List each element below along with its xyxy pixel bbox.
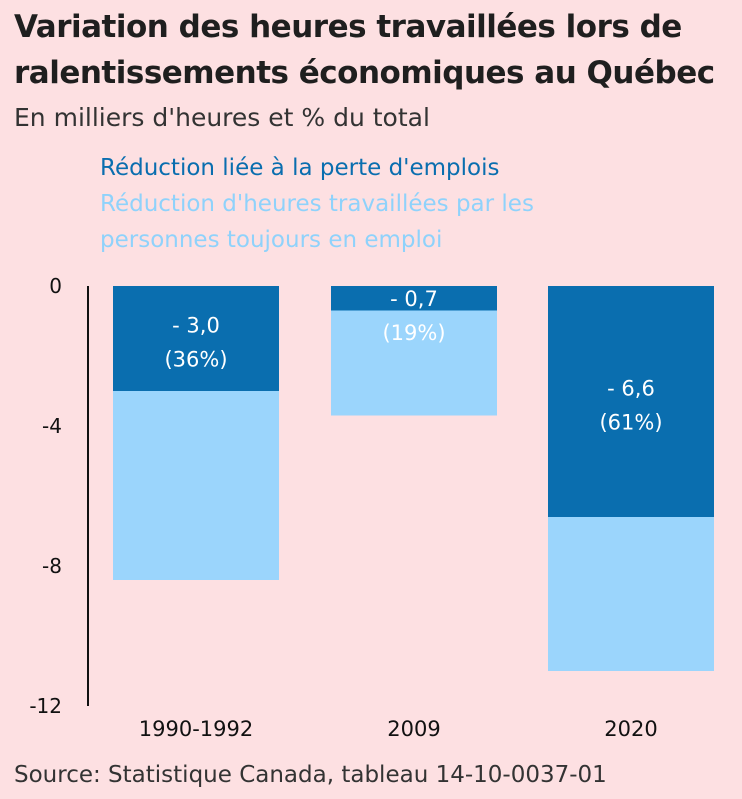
x-tick-label: 2009 <box>387 717 440 741</box>
data-label-percent: (36%) <box>164 348 227 372</box>
chart-title: Variation des heures travaillées lors de… <box>14 9 715 91</box>
data-label-value: - 0,7 <box>390 287 438 311</box>
y-tick-label: -12 <box>29 694 62 718</box>
x-tick-label: 2020 <box>604 717 657 741</box>
bar-hours-reduction <box>113 391 279 580</box>
legend-hours-reduction: Réduction d'heures travaillées par les p… <box>100 191 534 253</box>
source-note: Source: Statistique Canada, tableau 14-1… <box>14 762 607 788</box>
bar-hours-reduction <box>548 517 714 671</box>
bar-job-loss <box>113 286 279 391</box>
data-label-value: - 6,6 <box>607 377 655 401</box>
data-label-value: - 3,0 <box>172 314 220 338</box>
y-tick-label: -4 <box>42 414 62 438</box>
x-tick-label: 1990-1992 <box>139 717 253 741</box>
y-tick-label: 0 <box>49 274 62 298</box>
bar-hours-reduction <box>331 310 497 416</box>
data-label-percent: (61%) <box>599 411 662 435</box>
data-label-percent: (19%) <box>382 321 445 345</box>
y-tick-label: -8 <box>42 554 62 578</box>
bar-job-loss <box>548 286 714 517</box>
chart-subtitle: En milliers d'heures et % du total <box>14 103 430 132</box>
legend-job-loss: Réduction liée à la perte d'emplois <box>100 155 500 181</box>
legend: Réduction liée à la perte d'emplois Rédu… <box>100 150 660 258</box>
bar-job-loss <box>331 286 497 311</box>
